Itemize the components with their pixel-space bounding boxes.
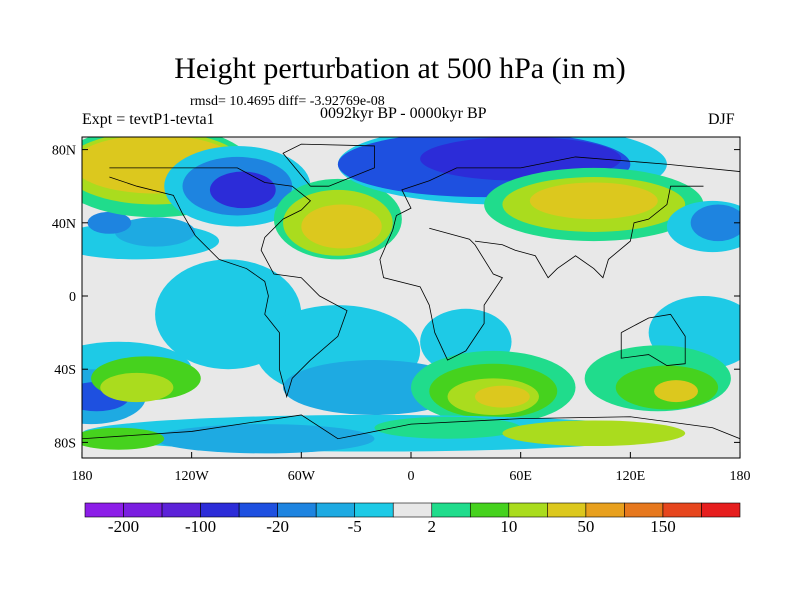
plot-title: Height perturbation at 500 hPa (in m) — [174, 52, 626, 85]
colorbar-box — [315, 502, 356, 518]
colorbar-box — [238, 502, 278, 518]
stats-text: rmsd= 10.4695 diff= -3.92769e-08 — [190, 94, 385, 109]
contour-region — [114, 217, 196, 247]
period-label: 0092kyr BP - 0000kyr BP — [320, 105, 487, 122]
lon-tick-label: 180 — [730, 469, 751, 484]
colorbar-label: -5 — [347, 517, 362, 536]
colorbar-box — [123, 502, 163, 518]
colorbar-box — [277, 502, 317, 518]
contour-region — [100, 372, 174, 403]
coastline — [392, 156, 740, 231]
colorbar-box — [392, 502, 433, 518]
contour-region — [87, 211, 132, 234]
axis-ticks: 80N 40N 0 40S 80S 180 120W 60W 0 60E 120E 180 — [52, 144, 751, 484]
lon-tick-label: 120W — [175, 469, 210, 484]
coastline — [379, 227, 504, 361]
lat-tick-label: 80S — [54, 436, 76, 451]
colorbar-label: 150 — [650, 517, 676, 536]
colorbar-label: -20 — [266, 517, 289, 536]
lon-tick-label: 180 — [71, 469, 92, 484]
colorbar-box — [431, 502, 471, 518]
colorbar-box — [508, 502, 548, 518]
lat-tick-label: 80N — [52, 144, 76, 159]
colorbar-box — [662, 502, 702, 518]
contour-region — [301, 204, 382, 249]
coastline — [620, 313, 686, 366]
contour-region — [502, 420, 686, 447]
contour-region — [690, 204, 740, 242]
lat-tick-label: 40N — [52, 217, 76, 232]
colorbar-label: 50 — [577, 517, 595, 536]
contour-region — [82, 427, 165, 450]
coastline — [109, 167, 348, 399]
lon-tick-label: 0 — [408, 469, 415, 484]
colorbar-label: 10 — [500, 517, 518, 536]
coastline — [82, 414, 740, 440]
lon-tick-label: 120E — [616, 469, 646, 484]
colorbar-box — [161, 502, 201, 518]
colorbar-box — [585, 502, 625, 518]
contour-region — [654, 380, 698, 403]
contour-region — [374, 416, 521, 439]
colorbar-box — [624, 502, 664, 518]
colorbar-label: 2 — [427, 517, 437, 536]
season-label: DJF — [708, 111, 735, 128]
contour-region — [529, 182, 658, 220]
colorbar — [84, 502, 741, 518]
lon-tick-label: 60E — [509, 469, 532, 484]
coastline — [282, 143, 375, 187]
contour-region — [209, 171, 276, 209]
colorbar-box — [200, 502, 240, 518]
experiment-label: Expt = tevtP1-tevta1 — [82, 111, 215, 128]
colorbar-box — [84, 502, 124, 518]
lat-tick-label: 0 — [69, 290, 76, 305]
lon-tick-label: 60W — [288, 469, 316, 484]
colorbar-label: -100 — [184, 517, 217, 536]
colorbar-box — [469, 502, 510, 518]
colorbar-box — [547, 502, 587, 518]
colorbar-label: -200 — [107, 517, 140, 536]
lat-tick-label: 40S — [54, 363, 76, 378]
contour-region — [474, 385, 530, 408]
contour-region — [155, 424, 375, 454]
coastlines — [82, 143, 740, 440]
colorbar-box — [701, 502, 741, 518]
coastline — [474, 185, 704, 279]
colorbar-box — [354, 502, 394, 518]
contour-field — [82, 137, 740, 454]
